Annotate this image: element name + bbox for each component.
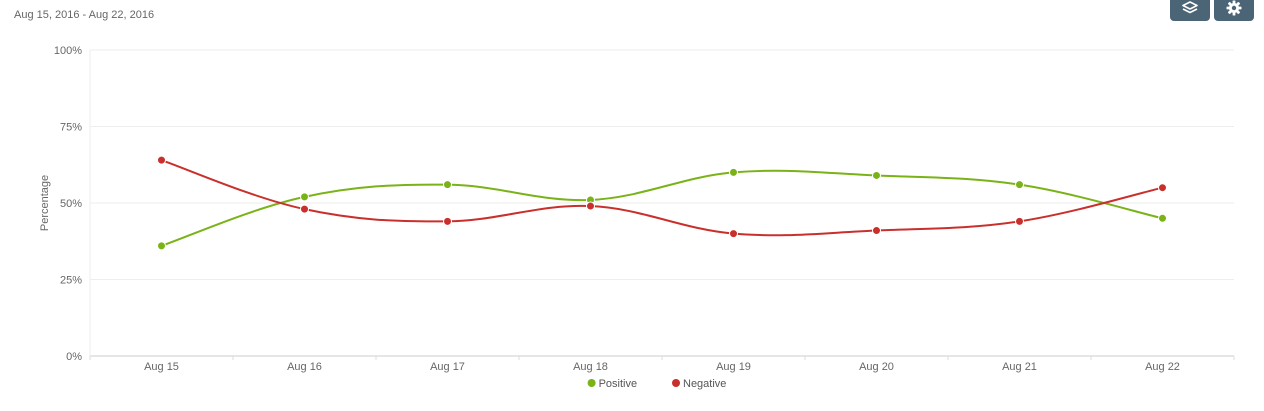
legend-marker bbox=[587, 379, 596, 387]
export-button[interactable] bbox=[1170, 0, 1210, 21]
legend-label: Positive bbox=[599, 378, 638, 390]
legend-marker bbox=[672, 379, 680, 387]
legend-item-negative[interactable]: Negative bbox=[672, 378, 726, 390]
x-tick-label: Aug 19 bbox=[716, 361, 751, 373]
data-point-positive[interactable] bbox=[443, 180, 452, 190]
chart-legend: Positive Negative bbox=[587, 378, 726, 390]
x-tick-label: Aug 22 bbox=[1145, 361, 1180, 373]
data-point-positive[interactable] bbox=[300, 192, 309, 202]
y-tick-label: 100% bbox=[54, 45, 82, 57]
data-point-negative[interactable] bbox=[1158, 183, 1167, 193]
data-point-negative[interactable] bbox=[443, 216, 452, 226]
data-point-negative[interactable] bbox=[1015, 216, 1024, 226]
y-tick-label: 75% bbox=[60, 122, 82, 134]
data-point-positive[interactable] bbox=[157, 241, 166, 251]
x-tick-label: Aug 16 bbox=[287, 361, 322, 373]
x-tick-label: Aug 15 bbox=[144, 361, 179, 373]
y-tick-label: 25% bbox=[60, 275, 82, 287]
chart-toolbar bbox=[1170, 0, 1254, 21]
legend-label: Negative bbox=[683, 378, 726, 390]
gear-icon bbox=[1226, 0, 1242, 15]
chart-series bbox=[157, 155, 1167, 251]
x-tick-label: Aug 20 bbox=[859, 361, 894, 373]
data-point-positive[interactable] bbox=[1015, 180, 1024, 190]
y-tick-label: 50% bbox=[60, 198, 82, 210]
legend-item-positive[interactable]: Positive bbox=[587, 378, 638, 390]
data-point-positive[interactable] bbox=[872, 170, 881, 180]
series-negative bbox=[157, 155, 1167, 239]
y-axis-title: Percentage bbox=[39, 175, 51, 231]
data-point-negative[interactable] bbox=[586, 201, 595, 211]
data-point-negative[interactable] bbox=[157, 155, 166, 165]
data-point-negative[interactable] bbox=[872, 226, 881, 236]
x-tick-label: Aug 18 bbox=[573, 361, 608, 373]
data-point-negative[interactable] bbox=[729, 229, 738, 239]
series-line-positive bbox=[161, 169, 1163, 247]
data-point-negative[interactable] bbox=[300, 204, 309, 214]
chart-axes: 0% 25% 50% 75% 100% Aug 15 Aug 16 Aug 17 Aug 18 A… bbox=[54, 45, 1235, 373]
date-range-label: Aug 15, 2016 - Aug 22, 2016 bbox=[14, 9, 155, 21]
data-point-positive[interactable] bbox=[729, 167, 738, 177]
chart-grid bbox=[89, 49, 1234, 357]
x-tick-label: Aug 17 bbox=[430, 361, 465, 373]
settings-button[interactable] bbox=[1214, 0, 1254, 21]
y-tick-label: 0% bbox=[66, 351, 82, 363]
export-stack-icon bbox=[1182, 0, 1198, 13]
data-point-positive[interactable] bbox=[1158, 213, 1167, 223]
series-positive bbox=[157, 167, 1167, 251]
x-tick-label: Aug 21 bbox=[1002, 361, 1037, 373]
series-line-negative bbox=[161, 159, 1163, 237]
